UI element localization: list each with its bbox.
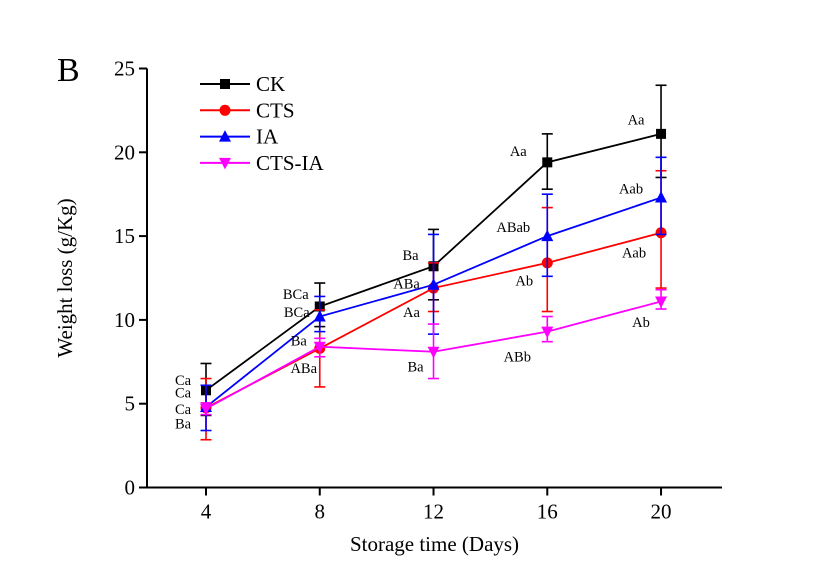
annotation-IA-12: ABa bbox=[393, 276, 420, 292]
legend-marker-IA bbox=[219, 130, 231, 142]
annotation-CK-16: Aa bbox=[510, 144, 527, 160]
annotation-CK-4: Ca bbox=[175, 373, 192, 389]
annotation-CK-8: BCa bbox=[283, 287, 309, 303]
point-CTS-IA-20 bbox=[655, 296, 668, 308]
point-IA-20 bbox=[655, 191, 668, 203]
annotation-CK-20: Aa bbox=[628, 113, 645, 129]
x-tick-label-4: 4 bbox=[201, 500, 212, 524]
point-CTS-IA-4 bbox=[200, 403, 212, 416]
series-IA bbox=[200, 156, 668, 432]
legend-entry-CTS: CTS bbox=[200, 98, 295, 122]
y-axis-title: Weight loss (g/Kg) bbox=[53, 198, 77, 357]
legend-label-CK: CK bbox=[256, 72, 285, 96]
legend-label-CTS: CTS bbox=[256, 98, 295, 122]
point-CTS-IA-16 bbox=[541, 326, 554, 339]
annotation-CTS-12: Aa bbox=[403, 305, 420, 321]
x-axis-title: Storage time (Days) bbox=[350, 532, 519, 556]
x-tick-label-12: 12 bbox=[423, 500, 444, 524]
x-axis-ticks: 4 8 12 16 20 bbox=[201, 487, 672, 524]
legend-marker-CTS bbox=[219, 104, 231, 116]
y-axis-ticks: 0 5 10 15 20 25 bbox=[114, 57, 147, 500]
legend-entry-IA: IA bbox=[200, 125, 279, 149]
x-tick-label-8: 8 bbox=[315, 500, 326, 524]
panel-letter: B bbox=[57, 52, 80, 89]
y-tick-label-15: 15 bbox=[114, 224, 135, 248]
legend-entry-CK: CK bbox=[200, 72, 285, 96]
annotation-CTS-IA-16: ABb bbox=[504, 349, 531, 365]
annotation-CTS-4: Ca bbox=[175, 386, 192, 402]
annotation-CTS-20: Aab bbox=[622, 245, 646, 261]
annotation-IA-8: BCa bbox=[284, 305, 310, 321]
annotations: Ca BCa Ba Aa Aa Ca ABa Aa Ab Aab Ca BCa ABa ABab Aab Ba… bbox=[175, 113, 650, 433]
y-tick-label-0: 0 bbox=[125, 476, 136, 500]
legend-entry-CTS-IA: CTS-IA bbox=[200, 151, 325, 175]
point-CK-20 bbox=[656, 128, 667, 139]
annotation-IA-16: ABab bbox=[496, 220, 530, 236]
annotation-CTS-8: ABa bbox=[290, 361, 317, 377]
annotation-CTS-IA-12: Ba bbox=[407, 359, 424, 375]
series-CTS-IA bbox=[200, 288, 668, 416]
y-tick-label-25: 25 bbox=[114, 57, 135, 81]
y-tick-label-10: 10 bbox=[114, 308, 135, 332]
x-tick-label-20: 20 bbox=[651, 500, 672, 524]
point-IA-16 bbox=[541, 229, 554, 242]
annotation-CTS-16: Ab bbox=[515, 274, 533, 290]
legend-label-CTS-IA: CTS-IA bbox=[256, 151, 325, 175]
point-CTS-IA-8 bbox=[313, 341, 326, 354]
point-CK-16 bbox=[542, 157, 553, 168]
x-tick-label-16: 16 bbox=[537, 500, 558, 524]
point-CTS-IA-12 bbox=[427, 346, 440, 359]
annotation-IA-4: Ca bbox=[175, 402, 192, 418]
annotation-CTS-IA-20: Ab bbox=[632, 315, 650, 331]
legend-marker-CTS-IA bbox=[219, 157, 231, 170]
annotation-CTS-IA-8: Ba bbox=[291, 333, 308, 349]
annotation-CK-12: Ba bbox=[402, 248, 419, 264]
annotation-CTS-IA-4: Ba bbox=[175, 416, 192, 432]
point-IA-12 bbox=[427, 278, 440, 290]
y-tick-label-20: 20 bbox=[114, 140, 135, 164]
y-tick-label-5: 5 bbox=[125, 392, 136, 416]
point-IA-8 bbox=[313, 310, 326, 322]
legend-marker-CK bbox=[220, 79, 230, 89]
legend-label-IA: IA bbox=[256, 125, 279, 149]
annotation-IA-20: Aab bbox=[619, 181, 643, 197]
